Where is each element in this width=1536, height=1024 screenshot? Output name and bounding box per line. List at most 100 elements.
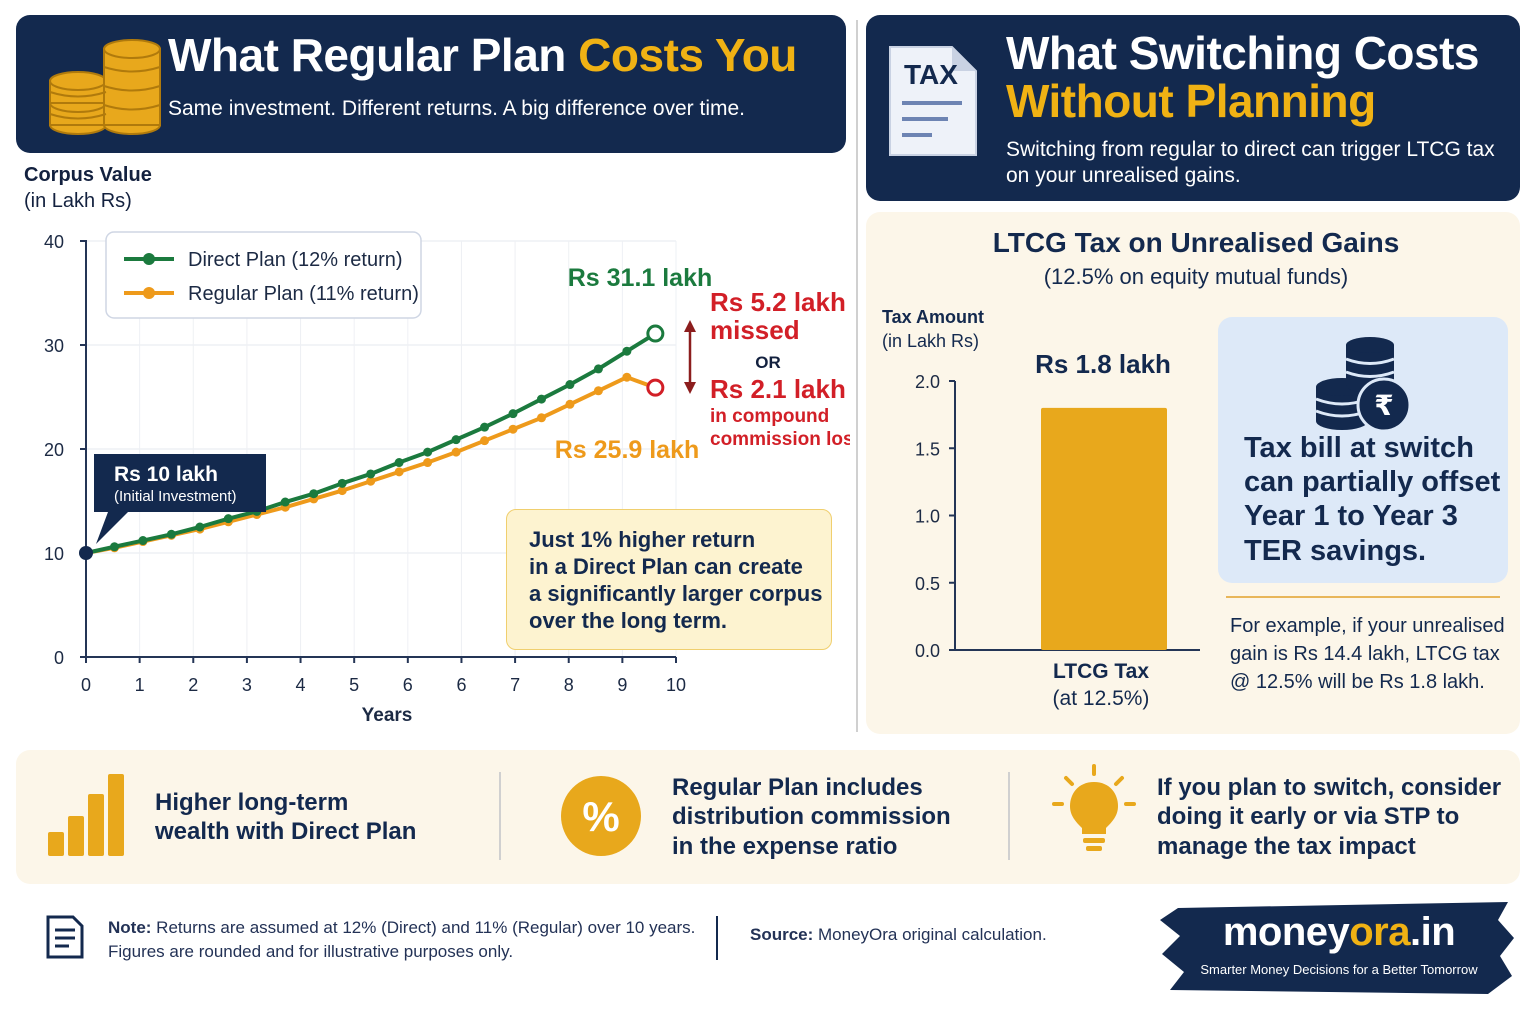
callout-line4: over the long term. [529, 608, 728, 634]
ltcg-title: LTCG Tax on Unrealised Gains [992, 227, 1400, 258]
bar-growth-icon [48, 774, 124, 856]
ltcg-subtitle: (12.5% on equity mutual funds) [1043, 264, 1349, 289]
bar-chart: 0.0 0.5 1.0 1.5 2.0 Rs 1.8 lakh LTCG Tax (at… [915, 349, 1200, 710]
percent-icon: % [561, 776, 641, 856]
gap-arrow [684, 320, 696, 394]
bar-category-label: LTCG Tax [1053, 660, 1149, 683]
x-axis-title: Years [362, 705, 413, 726]
feature-3-line2: doing it early or via STP to [1157, 803, 1460, 831]
right-title-line1: What Switching Costs [1006, 27, 1480, 79]
y-tick-label: 40 [44, 232, 64, 252]
direct-point [622, 346, 632, 356]
direct-point [309, 489, 319, 499]
source-text: MoneyOra original calculation. [813, 925, 1047, 944]
regular-point [337, 486, 347, 496]
y-tick-label: 20 [44, 440, 64, 460]
left-title-part2: Costs You [578, 29, 797, 81]
direct-point [195, 522, 205, 532]
legend-regular-marker [143, 287, 155, 299]
y-tick-label: 10 [44, 544, 64, 564]
x-tick-label: 5 [349, 675, 359, 695]
direct-point [394, 458, 404, 468]
feature-1-line1: Higher long-term [155, 789, 349, 816]
example-line3: @ 12.5% will be Rs 1.8 lakh. [1230, 671, 1485, 693]
direct-point [593, 364, 603, 374]
left-title: What Regular Plan Costs You [168, 31, 797, 79]
x-tick-label: 6 [403, 675, 413, 695]
feature-strip [16, 750, 1520, 884]
x-tick-label: 1 [135, 675, 145, 695]
note-label: Note: [108, 918, 152, 937]
legend-direct-label: Direct Plan (12% return) [188, 249, 403, 271]
feature-1-text: Higher long-term wealth with Direct Plan [155, 788, 416, 847]
feature-2-text: Regular Plan includes distribution commi… [672, 773, 951, 861]
feature-divider-2 [1008, 772, 1010, 860]
ylabel-line1: Corpus Value [24, 164, 152, 186]
tax-offset-headline: Tax bill at switch can partially offset … [1244, 431, 1500, 568]
footer-divider [716, 916, 718, 960]
ylabel-line2: (in Lakh Rs) [24, 190, 132, 212]
missed-line1: Rs 5.2 lakh [710, 287, 846, 317]
direct-point [223, 514, 233, 524]
y-tick-label: 0 [54, 648, 64, 668]
loss-line1: Rs 2.1 lakh [710, 374, 846, 404]
right-subtitle-line1: Switching from regular to direct can tri… [1006, 138, 1495, 161]
direct-point [451, 435, 461, 445]
x-tick-label: 10 [666, 675, 686, 695]
lightbulb-icon [1052, 764, 1136, 851]
x-tick-label: 2 [188, 675, 198, 695]
regular-point [622, 372, 632, 382]
bar-y-tick-label: 0.5 [915, 574, 940, 594]
example-line1: For example, if your unrealised [1230, 615, 1505, 637]
left-title-part1: What Regular Plan [168, 29, 566, 81]
x-tick-label: 4 [296, 675, 306, 695]
bar-y-tick-label: 2.0 [915, 372, 940, 392]
x-tick-label: 6 [456, 675, 466, 695]
left-header-banner: What Regular Plan Costs You Same investm… [16, 15, 846, 153]
example-separator [1226, 596, 1500, 598]
regular-point [508, 424, 518, 434]
regular-point [423, 458, 433, 468]
svg-text:%: % [582, 793, 619, 840]
chart-legend: Direct Plan (12% return) Regular Plan (1… [105, 231, 422, 319]
column-divider [856, 20, 858, 732]
right-subtitle: Switching from regular to direct can tri… [1006, 137, 1495, 190]
line-chart-ylabel: Corpus Value (in Lakh Rs) [24, 162, 152, 214]
legend-direct-marker [143, 253, 155, 265]
feature-3-line3: manage the tax impact [1157, 832, 1416, 860]
feature-2-line3: in the expense ratio [672, 832, 898, 860]
feature-2-line2: distribution commission [672, 803, 951, 831]
bar-y-tick-label: 1.5 [915, 439, 940, 459]
initial-title: Rs 10 lakh [114, 463, 218, 486]
example-line2: gain is Rs 14.4 lakh, LTCG tax [1230, 643, 1500, 665]
right-subtitle-line2: on your unrealised gains. [1006, 164, 1241, 188]
direct-point [138, 536, 148, 546]
or-label: OR [755, 353, 781, 372]
tax-example-text: For example, if your unrealised gain is … [1230, 612, 1505, 696]
tax-label: TAX [904, 59, 958, 90]
x-tick-label: 3 [242, 675, 252, 695]
regular-end-label: Rs 25.9 lakh [555, 436, 700, 464]
initial-point [79, 546, 93, 560]
left-subtitle: Same investment. Different returns. A bi… [168, 97, 746, 120]
x-tick-label: 9 [617, 675, 627, 695]
brand-part2: ora [1349, 910, 1410, 954]
direct-point [565, 380, 575, 390]
bar-chart-ylabel: Tax Amount (in Lakh Rs) [882, 305, 984, 354]
ltcg-tax-bar [1041, 407, 1167, 650]
feature-2-line1: Regular Plan includes [672, 774, 923, 801]
regular-end-point [646, 378, 665, 397]
direct-point [480, 422, 490, 432]
higher-return-callout: Just 1% higher return in a Direct Plan c… [506, 509, 832, 650]
initial-sub: (Initial Investment) [114, 488, 237, 505]
regular-point [480, 436, 490, 446]
direct-end-label: Rs 31.1 lakh [568, 264, 713, 292]
footer-note: Note: Returns are assumed at 12% (Direct… [108, 916, 695, 964]
x-tick-label: 0 [81, 675, 91, 695]
feature-3-line1: If you plan to switch, consider [1157, 774, 1502, 801]
regular-point [394, 467, 404, 477]
regular-point [451, 447, 461, 457]
headline-line3: Year 1 to Year 3 [1244, 500, 1458, 533]
note-document-icon [46, 915, 84, 959]
coin-stack-icon [49, 39, 161, 135]
